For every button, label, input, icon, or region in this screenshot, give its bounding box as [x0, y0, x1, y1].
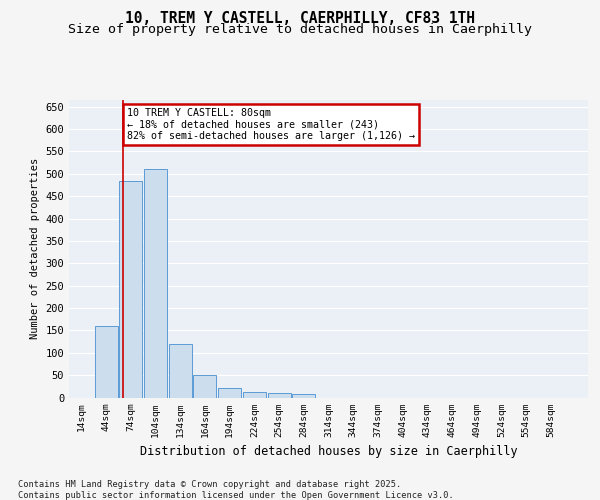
Bar — [292, 394, 316, 398]
Bar — [119, 180, 142, 398]
Bar — [268, 393, 290, 398]
Bar — [169, 344, 192, 398]
Bar — [95, 326, 118, 398]
Bar — [218, 388, 241, 398]
Y-axis label: Number of detached properties: Number of detached properties — [30, 158, 40, 340]
Text: Size of property relative to detached houses in Caerphilly: Size of property relative to detached ho… — [68, 22, 532, 36]
Text: 10 TREM Y CASTELL: 80sqm
← 18% of detached houses are smaller (243)
82% of semi-: 10 TREM Y CASTELL: 80sqm ← 18% of detach… — [127, 108, 415, 141]
Bar — [193, 375, 217, 398]
Text: 10, TREM Y CASTELL, CAERPHILLY, CF83 1TH: 10, TREM Y CASTELL, CAERPHILLY, CF83 1TH — [125, 11, 475, 26]
X-axis label: Distribution of detached houses by size in Caerphilly: Distribution of detached houses by size … — [140, 445, 517, 458]
Bar — [144, 170, 167, 398]
Bar — [243, 392, 266, 398]
Text: Contains HM Land Registry data © Crown copyright and database right 2025.
Contai: Contains HM Land Registry data © Crown c… — [18, 480, 454, 500]
